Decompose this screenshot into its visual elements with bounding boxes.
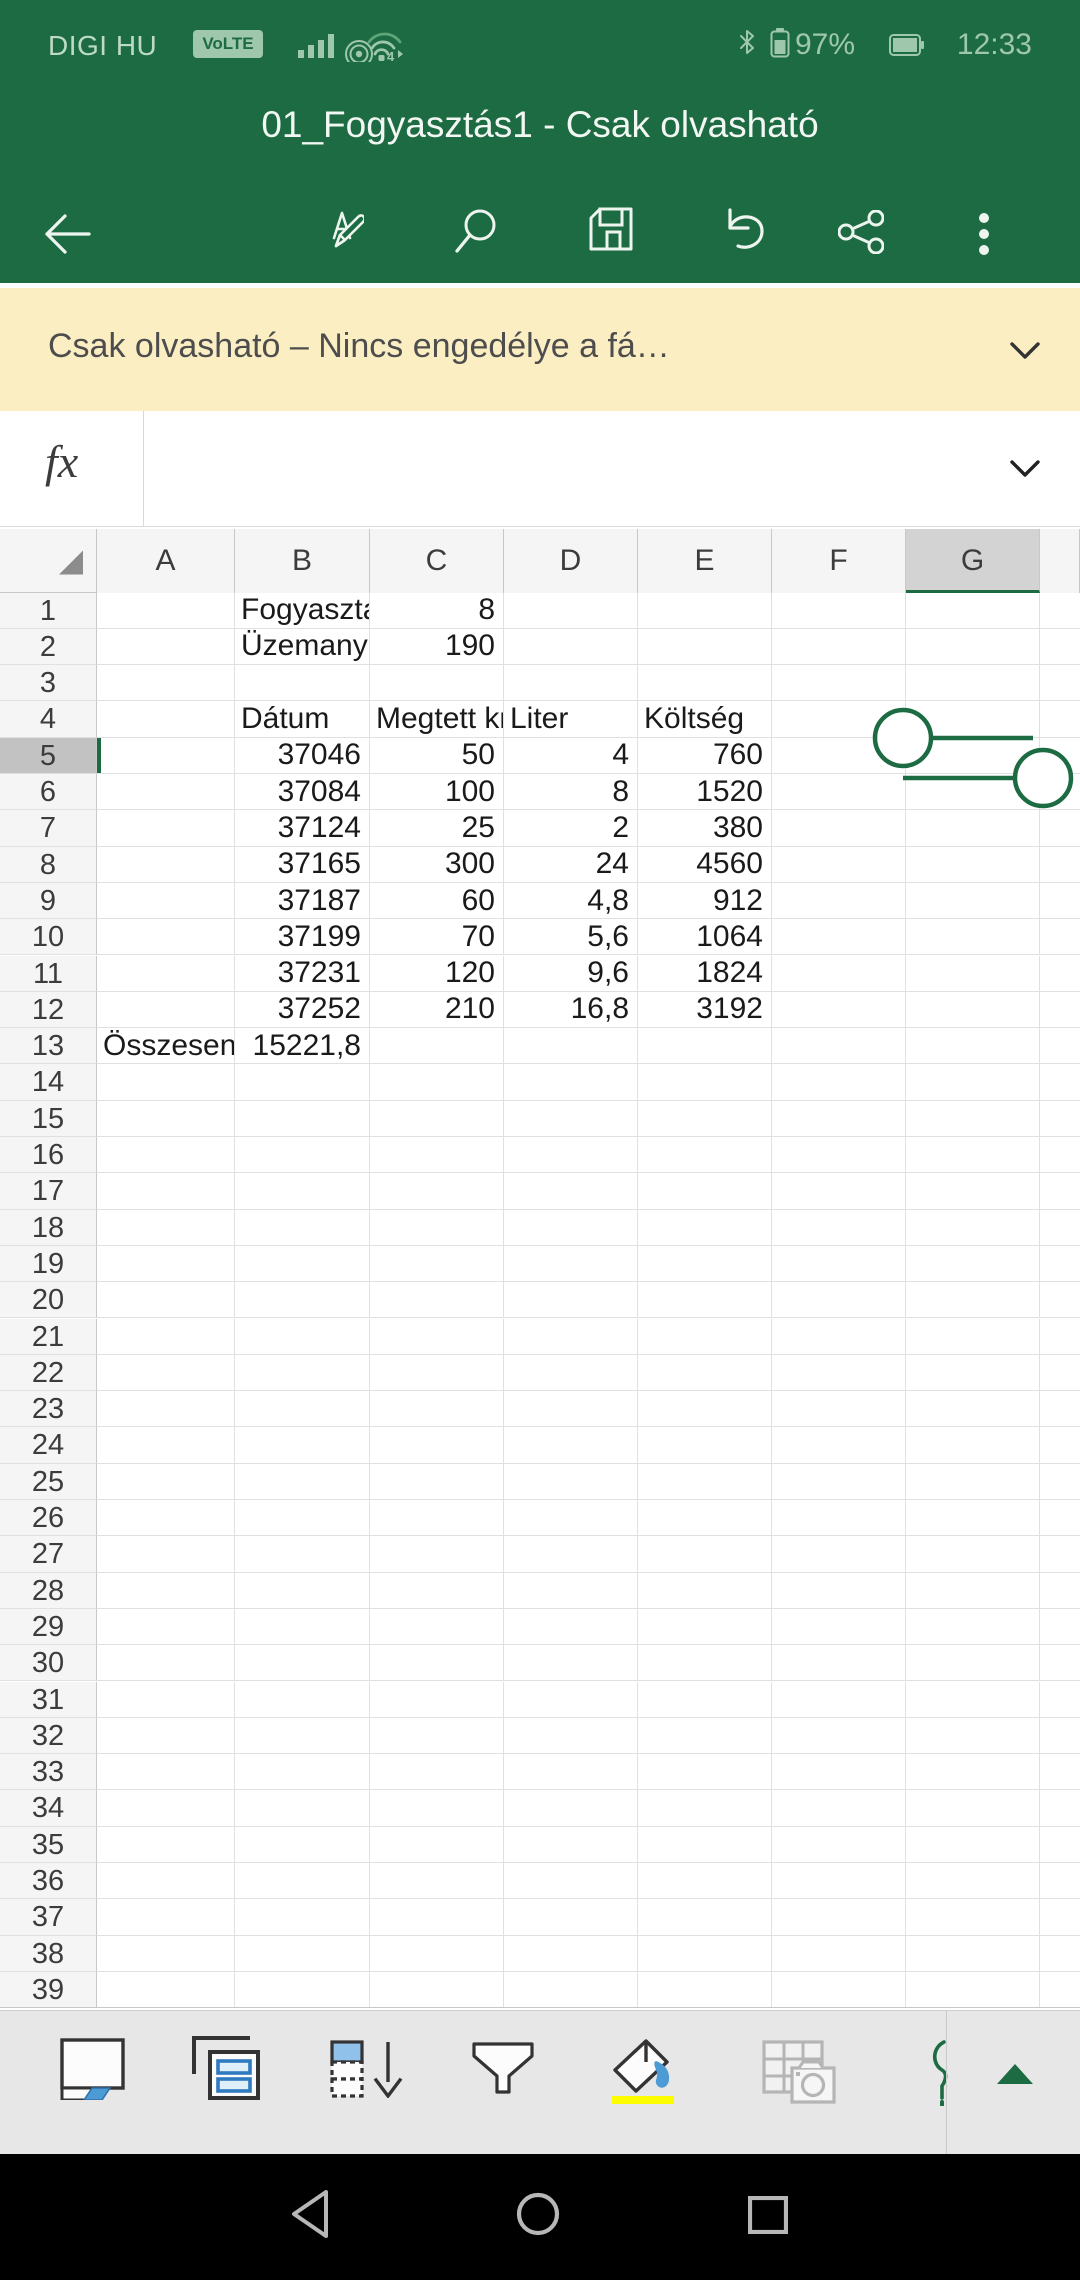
svg-text:4: 4 [387, 49, 395, 62]
